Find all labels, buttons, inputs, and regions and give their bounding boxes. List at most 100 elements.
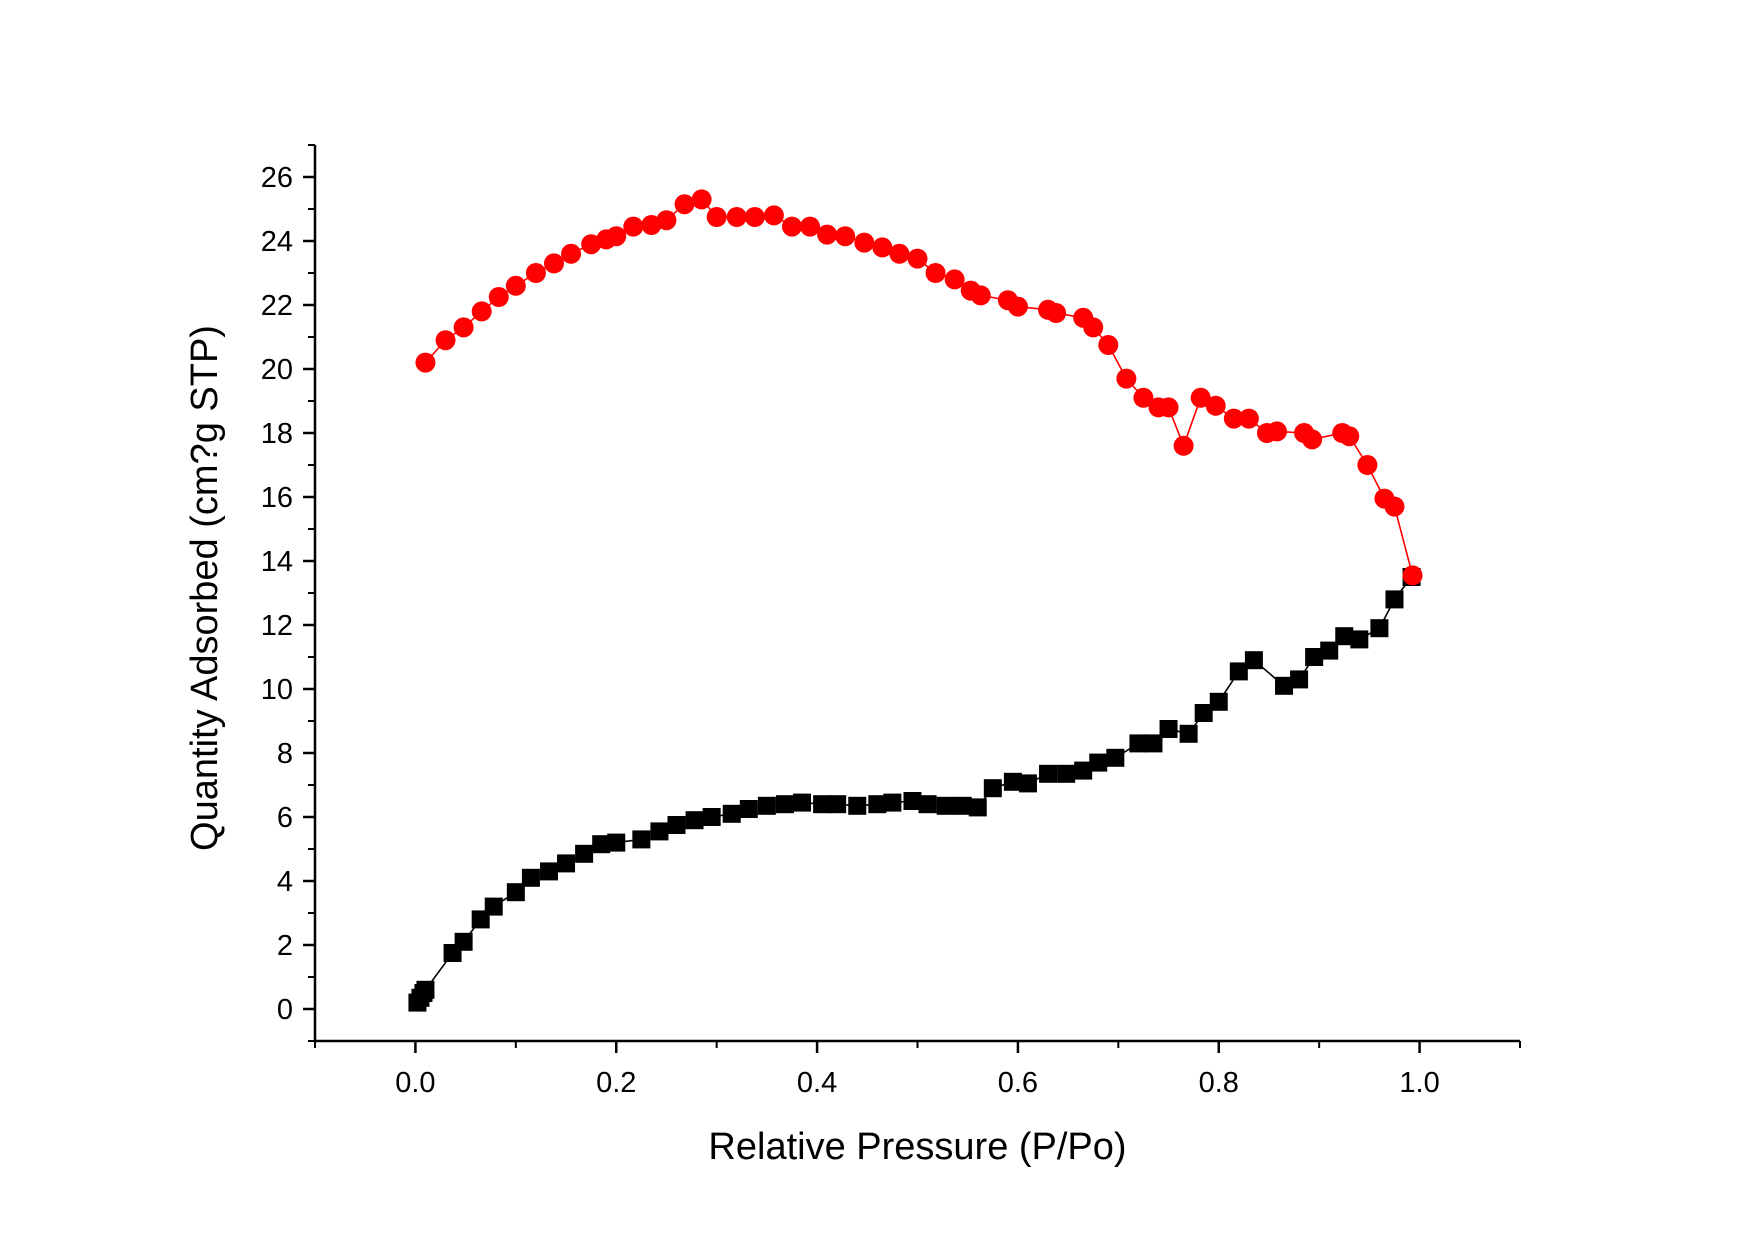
data-point bbox=[525, 263, 546, 283]
data-point bbox=[416, 980, 435, 999]
data-point bbox=[1007, 296, 1028, 317]
data-point bbox=[970, 285, 991, 306]
data-point bbox=[1290, 670, 1309, 689]
data-point bbox=[1144, 734, 1163, 753]
data-point bbox=[907, 248, 928, 269]
data-point bbox=[1106, 748, 1125, 767]
data-point bbox=[1190, 387, 1211, 408]
data-point bbox=[744, 207, 765, 227]
data-point bbox=[641, 215, 662, 235]
y-tick-label: 14 bbox=[261, 546, 293, 578]
y-tick-label: 24 bbox=[261, 226, 293, 258]
data-point bbox=[706, 207, 727, 227]
data-point bbox=[454, 932, 473, 951]
data-point bbox=[543, 253, 564, 274]
data-point bbox=[936, 796, 955, 815]
data-point bbox=[453, 317, 474, 338]
data-point bbox=[1057, 764, 1076, 783]
data-point bbox=[539, 862, 558, 881]
data-point bbox=[953, 796, 972, 815]
data-point bbox=[667, 816, 686, 834]
data-point bbox=[817, 224, 838, 245]
y-axis-title: Quantity Adsorbed (cm?g STP) bbox=[184, 325, 226, 851]
data-point bbox=[1302, 429, 1323, 450]
data-point bbox=[415, 352, 436, 373]
data-point bbox=[1238, 408, 1259, 429]
data-point bbox=[763, 205, 784, 226]
y-tick-label: 6 bbox=[277, 802, 293, 834]
y-tick-label: 4 bbox=[277, 866, 293, 898]
data-point bbox=[722, 804, 741, 823]
data-point bbox=[918, 795, 937, 814]
data-point bbox=[1275, 676, 1294, 695]
x-tick-label: 0.2 bbox=[596, 1067, 636, 1099]
data-point bbox=[575, 844, 594, 863]
data-point bbox=[1018, 774, 1037, 793]
data-point bbox=[1370, 619, 1389, 638]
data-point bbox=[1003, 772, 1022, 791]
data-point bbox=[1046, 303, 1067, 323]
data-point bbox=[1384, 496, 1405, 517]
data-point bbox=[607, 833, 626, 852]
series-square bbox=[408, 568, 1421, 1012]
data-point bbox=[1209, 692, 1228, 711]
y-tick-label: 2 bbox=[277, 930, 293, 962]
data-point bbox=[1179, 724, 1198, 743]
data-point bbox=[739, 800, 758, 818]
x-tick-label: 0.8 bbox=[1199, 1067, 1239, 1099]
data-point bbox=[581, 234, 602, 255]
data-point bbox=[726, 207, 747, 227]
data-point bbox=[868, 795, 887, 814]
data-point bbox=[1158, 397, 1179, 418]
data-point bbox=[1205, 395, 1226, 416]
data-point bbox=[656, 210, 677, 231]
y-tick-label: 16 bbox=[261, 482, 293, 514]
data-point bbox=[1173, 435, 1194, 456]
data-point bbox=[1335, 627, 1354, 646]
data-point bbox=[1133, 387, 1154, 408]
data-point bbox=[691, 189, 712, 210]
data-point bbox=[1244, 651, 1263, 670]
data-point bbox=[800, 216, 821, 237]
y-tick-label: 20 bbox=[261, 354, 293, 386]
data-point bbox=[484, 897, 503, 916]
data-point bbox=[606, 226, 627, 247]
data-point bbox=[781, 216, 802, 237]
x-tick-label: 1.0 bbox=[1399, 1067, 1439, 1099]
data-point bbox=[1194, 704, 1213, 722]
data-point bbox=[813, 795, 832, 814]
data-point bbox=[1266, 421, 1287, 442]
data-point bbox=[983, 779, 1002, 798]
data-point bbox=[1229, 662, 1248, 681]
data-point bbox=[1305, 648, 1324, 666]
data-point bbox=[1116, 368, 1137, 389]
data-point bbox=[685, 811, 704, 830]
data-point bbox=[632, 830, 651, 849]
data-point bbox=[757, 796, 776, 815]
y-tick-label: 10 bbox=[261, 674, 293, 706]
data-point bbox=[1083, 317, 1104, 338]
data-point bbox=[561, 243, 582, 264]
data-point bbox=[872, 237, 893, 258]
data-point bbox=[883, 793, 902, 812]
data-point bbox=[1089, 753, 1108, 772]
data-point bbox=[1320, 641, 1339, 660]
axes bbox=[303, 144, 1521, 1053]
data-point bbox=[828, 795, 847, 814]
y-tick-label: 8 bbox=[277, 738, 293, 770]
data-point bbox=[1339, 426, 1360, 447]
series-layer bbox=[408, 189, 1423, 1012]
data-point bbox=[1098, 335, 1119, 355]
data-point bbox=[471, 301, 492, 322]
data-point bbox=[854, 232, 875, 253]
x-tick-label: 0.4 bbox=[797, 1067, 837, 1099]
data-point bbox=[903, 792, 922, 810]
data-point bbox=[1129, 734, 1148, 753]
data-point bbox=[488, 287, 509, 307]
x-tick-label: 0.0 bbox=[395, 1067, 435, 1099]
data-point bbox=[702, 808, 721, 826]
data-point bbox=[944, 269, 965, 290]
y-tick-label: 12 bbox=[261, 610, 293, 642]
